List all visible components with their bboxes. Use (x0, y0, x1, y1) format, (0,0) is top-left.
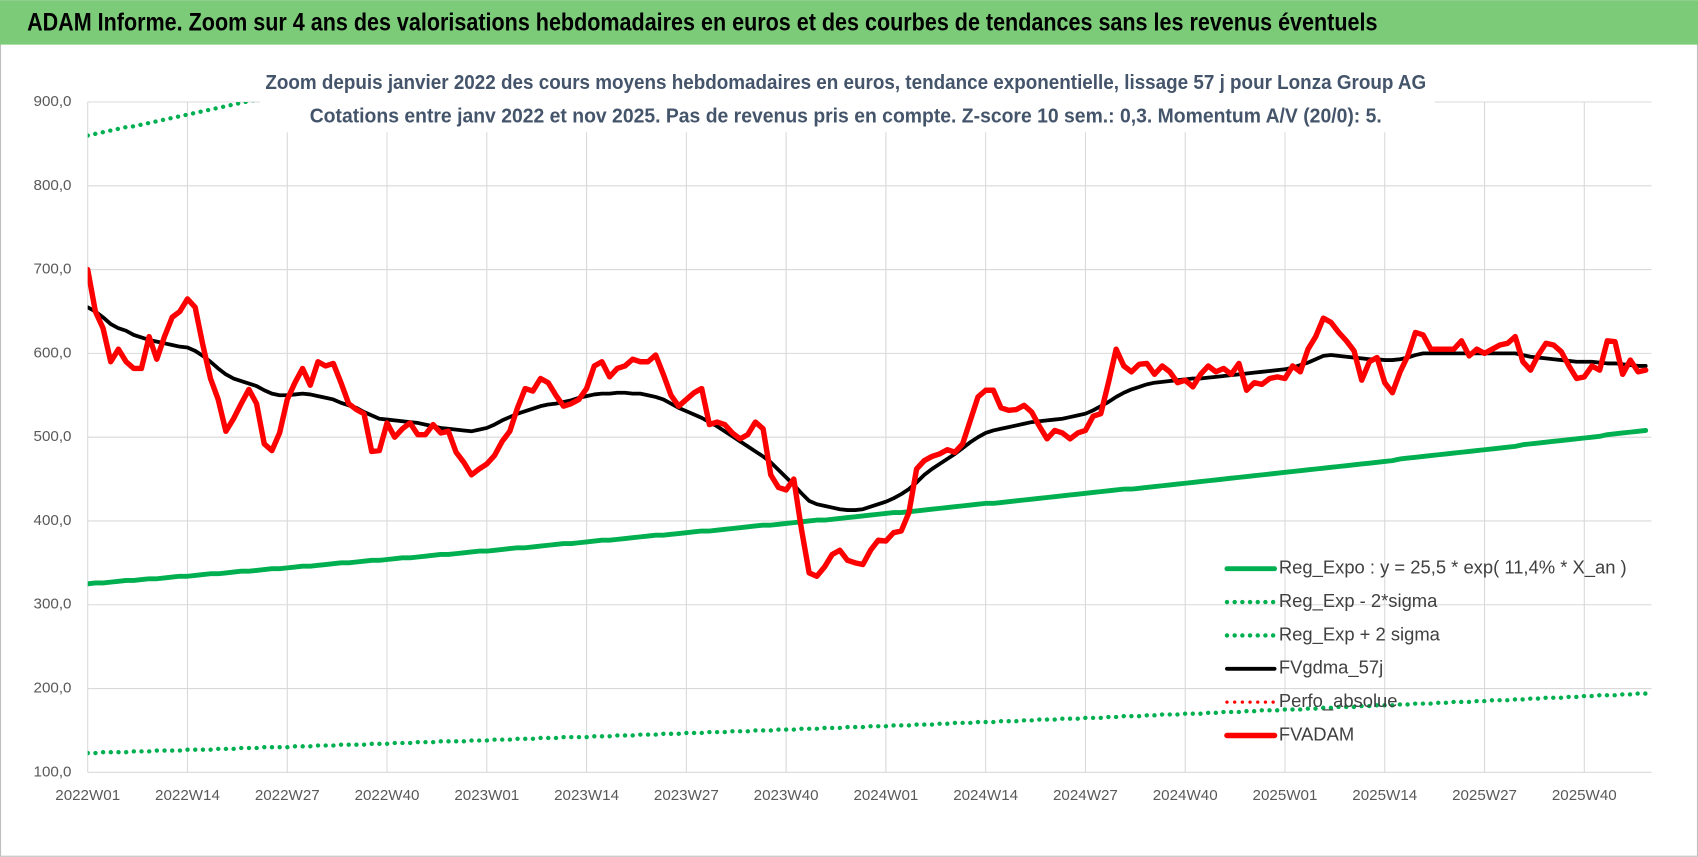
legend-label: FVgdma_57j (1279, 657, 1383, 679)
legend-label: FVADAM (1279, 723, 1354, 744)
y-tick-label: 500,0 (34, 428, 72, 445)
x-tick-label: 2025W27 (1452, 787, 1517, 804)
x-tick-label: 2023W27 (654, 787, 719, 804)
y-tick-label: 200,0 (34, 680, 72, 697)
legend-label: Reg_Exp + 2 sigma (1279, 623, 1441, 645)
y-tick-label: 600,0 (34, 344, 72, 361)
x-tick-label: 2023W01 (454, 787, 519, 804)
header-title: ADAM Informe. Zoom sur 4 ans des valoris… (27, 9, 1377, 37)
x-tick-label: 2022W40 (355, 787, 420, 804)
legend-label: Perfo_absolue (1279, 690, 1398, 712)
y-tick-label: 800,0 (34, 177, 72, 194)
x-tick-label: 2023W40 (754, 787, 819, 804)
x-tick-label: 2024W27 (1053, 787, 1118, 804)
header-bar (0, 0, 1698, 45)
x-tick-label: 2022W14 (155, 787, 220, 804)
series-line (87, 266, 1649, 579)
chart-subtitle: Cotations entre janv 2022 et nov 2025. P… (310, 105, 1382, 128)
title-box (259, 67, 1435, 133)
x-tick-label: 2025W40 (1552, 787, 1617, 804)
x-tick-label: 2024W40 (1153, 787, 1218, 804)
legend-label: Reg_Expo : y = 25,5 * exp( 11,4% * X_an … (1279, 557, 1627, 579)
series-line (87, 691, 1648, 756)
chart-title: Zoom depuis janvier 2022 des cours moyen… (265, 71, 1426, 94)
x-tick-label: 2023W14 (554, 787, 619, 804)
x-tick-label: 2022W01 (55, 787, 120, 804)
y-tick-label: 100,0 (34, 763, 72, 780)
legend-label: Reg_Exp - 2*sigma (1279, 590, 1438, 612)
series-line (87, 428, 1649, 587)
x-tick-label: 2024W01 (853, 787, 918, 804)
grid (87, 101, 1652, 773)
series (87, 102, 1649, 756)
legend: Reg_Expo : y = 25,5 * exp( 11,4% * X_an … (1224, 557, 1627, 744)
x-tick-label: 2022W27 (255, 787, 320, 804)
axes: 100,0 200,0 300,0 400,0 500,0 600,0 700,0 800,0… (34, 93, 1617, 804)
y-tick-label: 300,0 (34, 596, 72, 613)
x-tick-label: 2025W14 (1352, 787, 1417, 804)
y-tick-label: 900,0 (34, 93, 72, 110)
y-tick-label: 400,0 (34, 512, 72, 529)
x-tick-label: 2024W14 (953, 787, 1018, 804)
y-tick-label: 700,0 (34, 261, 72, 278)
x-tick-label: 2025W01 (1253, 787, 1318, 804)
